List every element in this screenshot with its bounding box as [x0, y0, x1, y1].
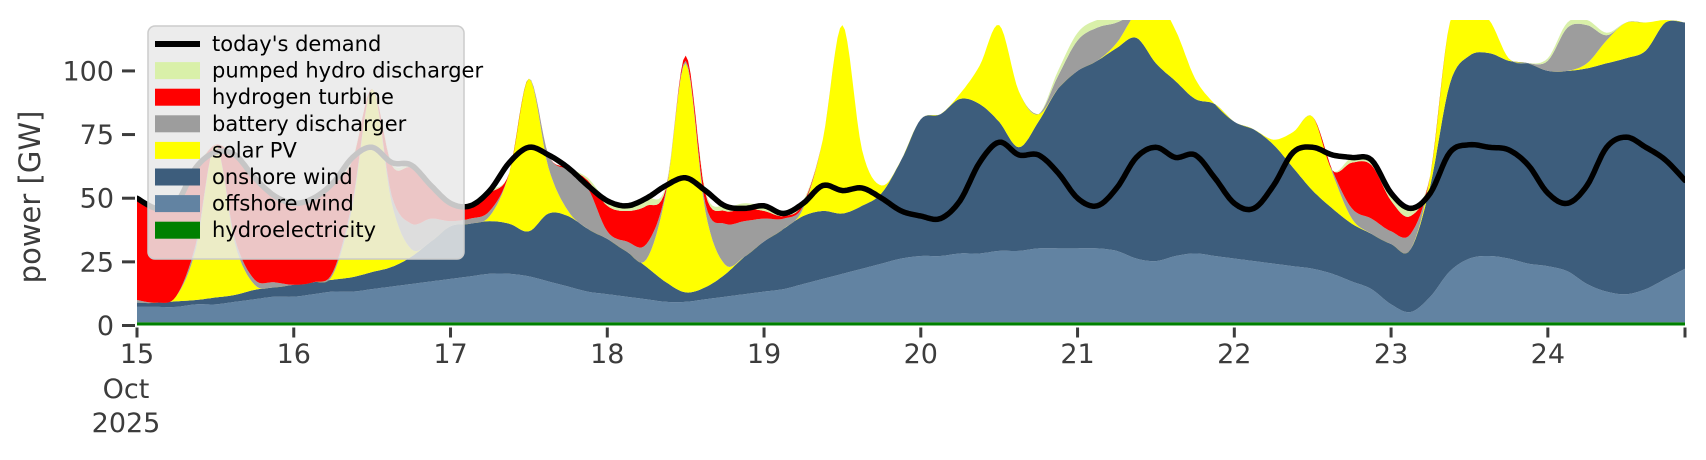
x-tick-label: 20	[904, 339, 938, 370]
legend-swatch-patch-3	[155, 115, 200, 133]
x-axis-year-label: 2025	[92, 408, 161, 439]
legend-swatch-patch-6	[155, 195, 200, 213]
area-hydroelectricity	[137, 322, 1685, 326]
area-battery-discharger	[137, 20, 1685, 304]
x-tick-label: 18	[590, 339, 624, 370]
area-hydrogen-turbine	[137, 20, 1685, 303]
legend-swatch-patch-5	[155, 168, 200, 186]
x-tick-label: 16	[277, 339, 311, 370]
area-onshore-wind	[137, 20, 1685, 313]
legend-swatch-patch-7	[155, 221, 200, 239]
legend-label-4: solar PV	[212, 138, 297, 162]
legend-box	[147, 25, 465, 260]
x-axis-month-label: Oct	[103, 374, 150, 405]
legend-label-1: pumped hydro discharger	[212, 59, 483, 83]
y-tick-label: 25	[80, 247, 114, 278]
legend-swatch-patch-4	[155, 141, 200, 159]
y-tick-label: 100	[62, 56, 114, 87]
x-tick-label: 15	[120, 339, 154, 370]
legend-label-3: battery discharger	[212, 112, 407, 136]
legend-swatch-patch-2	[155, 88, 200, 106]
legend-label-0: today's demand	[212, 32, 381, 56]
x-tick-label: 22	[1217, 339, 1251, 370]
legend-swatch-patch-1	[155, 62, 200, 80]
x-tick-label: 23	[1374, 339, 1408, 370]
x-tick-label: 21	[1060, 339, 1094, 370]
x-tick-label: 17	[433, 339, 467, 370]
area-offshore-wind	[137, 248, 1685, 323]
x-tick-label: 19	[747, 339, 781, 370]
legend-label-7: hydroelectricity	[212, 218, 376, 242]
y-tick-label: 0	[97, 311, 114, 342]
legend-label-5: onshore wind	[212, 165, 353, 189]
y-tick-label: 75	[80, 120, 114, 151]
x-tick-label: 24	[1531, 339, 1565, 370]
y-axis-label: power [GW]	[13, 111, 47, 284]
legend-label-6: offshore wind	[212, 192, 354, 216]
y-tick-label: 50	[80, 184, 114, 215]
legend-label-2: hydrogen turbine	[212, 85, 394, 109]
